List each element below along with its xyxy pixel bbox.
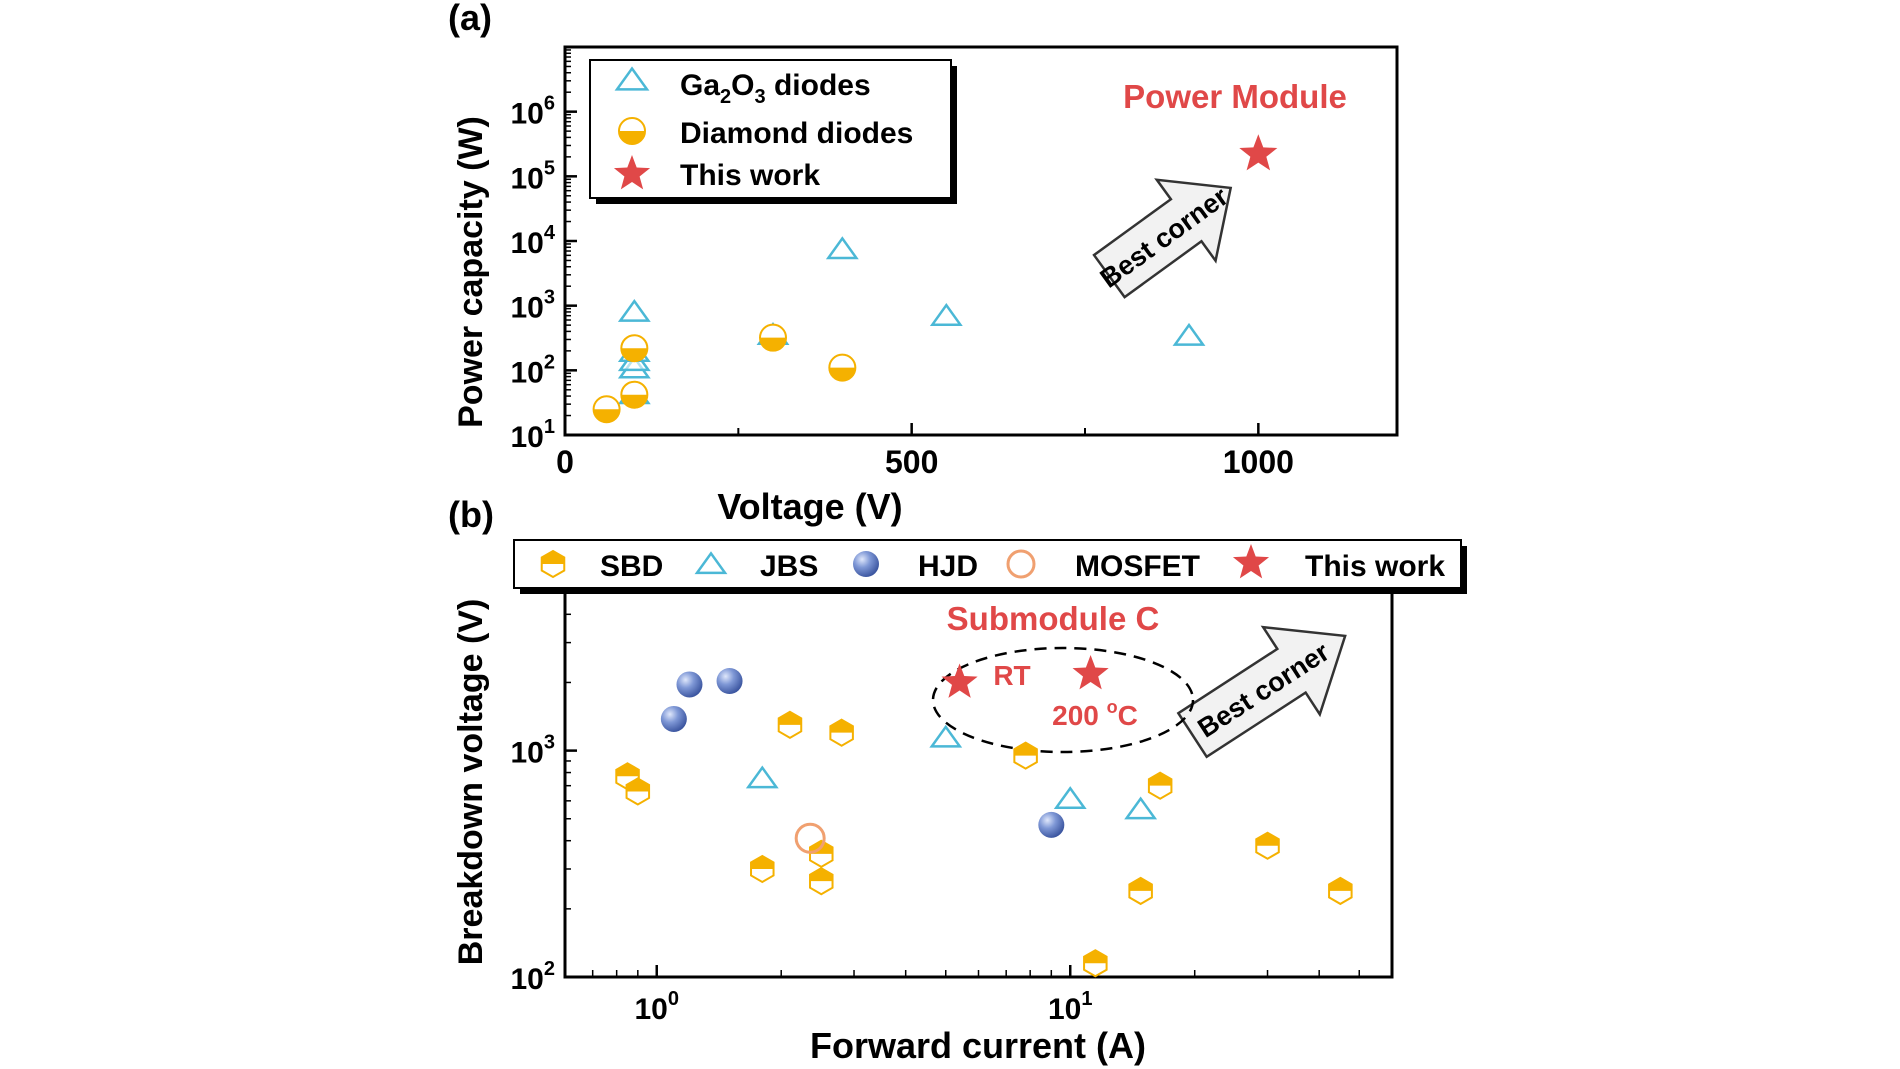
legend-a-half-circle bbox=[618, 117, 646, 145]
this-work-point-b bbox=[1072, 654, 1109, 690]
jbs-point bbox=[1053, 786, 1087, 810]
panel-a-label: (a) bbox=[448, 0, 492, 38]
x-tick-label-a: 500 bbox=[885, 444, 938, 480]
y-tick-label-a: 104 bbox=[511, 222, 556, 260]
jbs-point bbox=[745, 765, 779, 789]
submodule-c-ellipse bbox=[931, 646, 1195, 754]
legend-b-sphere bbox=[853, 551, 879, 577]
legend-a-ga2o3-symbol bbox=[614, 66, 650, 91]
sbd-point bbox=[1083, 949, 1108, 978]
legend-a-triangle bbox=[614, 66, 650, 91]
legend-a-diamond-symbol bbox=[618, 117, 646, 145]
hjd-point bbox=[676, 671, 703, 698]
legend-b-star bbox=[1232, 544, 1270, 579]
best-corner-arrow-a: Best corner bbox=[1092, 178, 1234, 299]
panel-b-label: (b) bbox=[448, 494, 494, 535]
sbd-point bbox=[1147, 771, 1173, 800]
legend-b-this-work-label: This work bbox=[1305, 550, 1445, 583]
sbd-point bbox=[829, 718, 854, 747]
submodule-c-label: Submodule C bbox=[947, 600, 1160, 637]
legend-b-hexagon bbox=[540, 549, 566, 579]
diamond-point bbox=[759, 323, 787, 352]
y-axis-label-a: Power capacity (W) bbox=[452, 116, 490, 428]
y-tick-label-a: 102 bbox=[511, 351, 556, 389]
sbd-point bbox=[777, 710, 803, 739]
y-tick-label-b: 103 bbox=[511, 732, 556, 770]
y-axis-label-b: Breakdown voltage (V) bbox=[452, 599, 490, 966]
sbd-point bbox=[625, 777, 651, 806]
ga2o3-point bbox=[929, 303, 963, 326]
plot-a-marks bbox=[592, 134, 1278, 424]
legend-b-hjd-symbol bbox=[853, 551, 879, 577]
legend-b-this-work-symbol bbox=[1232, 544, 1270, 579]
legend-b-sbd-symbol bbox=[540, 549, 566, 579]
this-work-point-b bbox=[941, 663, 978, 698]
legend-b-open-circle bbox=[1006, 549, 1036, 579]
ga2o3-point bbox=[825, 236, 859, 260]
temp-label: 200 oC bbox=[1052, 697, 1138, 731]
sbd-point bbox=[750, 854, 775, 884]
legend-a-star bbox=[613, 155, 651, 190]
this-work-point-a bbox=[1239, 134, 1278, 171]
legend-b-box bbox=[513, 539, 1462, 589]
y-tick-label-a: 105 bbox=[511, 157, 556, 195]
mosfet-point bbox=[794, 822, 826, 854]
sbd-point bbox=[809, 839, 834, 868]
best-corner-arrow-b: Best corner bbox=[1176, 625, 1347, 759]
legend-b-mosfet-symbol bbox=[1006, 549, 1036, 579]
legend-b-triangle bbox=[694, 551, 728, 575]
panel-a: (a) 0 500 1000 101 102 103 104 105 106 Best corn… bbox=[448, 0, 1399, 527]
legend-a-ga2o3-label: Ga2O3 diodes bbox=[680, 69, 871, 108]
jbs-point bbox=[1124, 796, 1158, 820]
diamond-point bbox=[592, 395, 621, 424]
diamond-point bbox=[620, 380, 649, 409]
y-tick-label-a: 103 bbox=[511, 287, 556, 325]
legend-a-diamond-label: Diamond diodes bbox=[680, 117, 913, 150]
x-tick-label-a: 1000 bbox=[1223, 444, 1294, 480]
panel-b: (b) 100 101 102 103 Best corner Submodule C… bbox=[448, 494, 1467, 1066]
sbd-point bbox=[1255, 831, 1280, 860]
legend-b-jbs-label: JBS bbox=[760, 550, 818, 583]
legend-b-mosfet-label: MOSFET bbox=[1075, 550, 1200, 583]
sbd-point bbox=[809, 867, 834, 896]
x-axis-label-a: Voltage (V) bbox=[717, 486, 902, 527]
hjd-point bbox=[1038, 811, 1065, 838]
y-tick-label-a: 101 bbox=[511, 416, 556, 454]
plot-b-marks bbox=[615, 654, 1353, 978]
jbs-point bbox=[929, 724, 963, 748]
x-axis-label-b: Forward current (A) bbox=[810, 1025, 1146, 1066]
x-tick-label-b: 100 bbox=[634, 988, 679, 1026]
legend-b-sbd-label: SBD bbox=[600, 550, 663, 583]
sbd-point bbox=[1328, 876, 1353, 906]
sbd-point bbox=[1128, 876, 1153, 906]
legend-a-this-work-symbol bbox=[613, 155, 651, 190]
plot-a-axes: 0 500 1000 101 102 103 104 105 106 bbox=[511, 49, 1294, 480]
plot-b-axes: 100 101 102 103 bbox=[511, 591, 1361, 1026]
sbd-point bbox=[1013, 741, 1038, 770]
y-tick-label-a: 106 bbox=[511, 93, 556, 131]
legend-a-this-work-label: This work bbox=[680, 159, 820, 192]
diamond-point bbox=[828, 353, 857, 382]
hjd-point bbox=[660, 705, 687, 732]
ga2o3-point bbox=[1172, 322, 1206, 346]
x-tick-label-a: 0 bbox=[556, 444, 574, 480]
legend-a-box bbox=[589, 59, 952, 199]
hjd-point bbox=[716, 667, 743, 694]
plot-b-frame bbox=[563, 581, 1394, 979]
power-module-label: Power Module bbox=[1123, 78, 1347, 115]
ga2o3-point bbox=[617, 299, 651, 322]
legend-a: Ga2O3 diodes Diamond diodes This work bbox=[589, 59, 957, 204]
rt-label: RT bbox=[993, 660, 1030, 691]
diamond-point bbox=[620, 334, 649, 363]
y-tick-label-b: 102 bbox=[511, 958, 556, 996]
legend-b-hjd-label: HJD bbox=[918, 550, 978, 583]
legend-b-jbs-symbol bbox=[694, 551, 728, 575]
x-tick-label-b: 101 bbox=[1048, 988, 1093, 1026]
legend-b: SBD JBS HJD MOSFET This work bbox=[513, 539, 1467, 594]
